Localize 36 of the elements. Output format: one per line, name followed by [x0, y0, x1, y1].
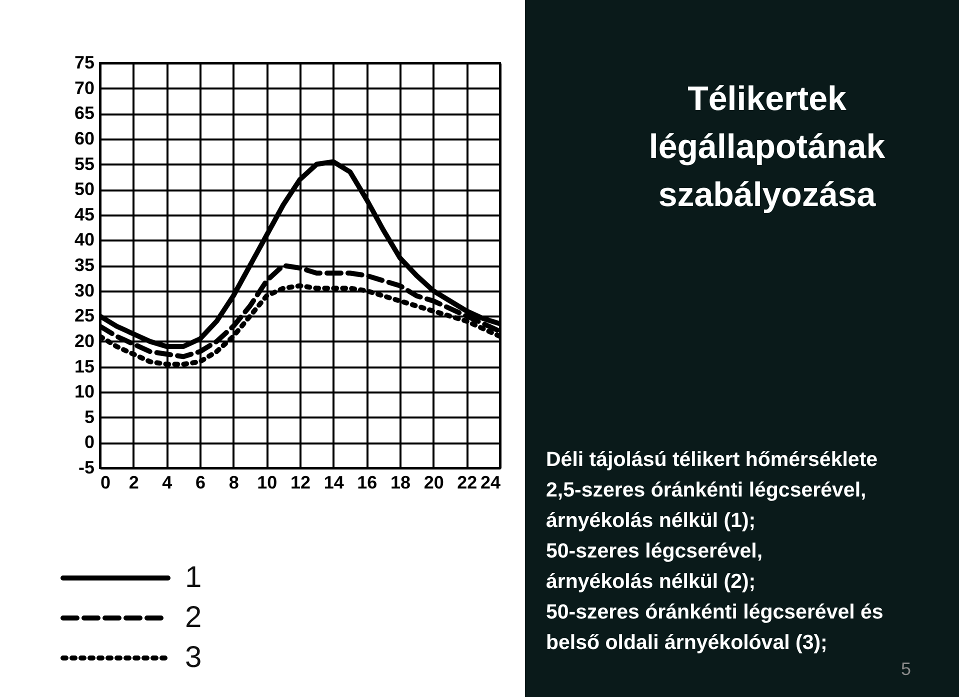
x-tick-label: 4	[162, 472, 172, 492]
text: Télikertek légállapotának szabályozása	[648, 80, 886, 214]
y-tick-label: 20	[74, 330, 94, 351]
legend-label: 2	[185, 601, 202, 634]
x-tick-label: 14	[324, 472, 344, 492]
y-tick-label: 55	[74, 154, 94, 174]
y-tick-label: 50	[74, 179, 94, 200]
y-tick-label: 60	[74, 128, 94, 148]
legend-label: 3	[185, 641, 202, 674]
x-tick-label: 18	[390, 472, 411, 492]
y-tick-label: -5	[78, 458, 94, 478]
y-tick-label: 75	[74, 52, 94, 72]
y-tick-label: 65	[74, 103, 94, 124]
y-tick-label: 40	[74, 230, 94, 250]
legend-label: 1	[185, 561, 202, 594]
x-tick-label: 6	[195, 472, 206, 492]
x-tick-label: 12	[290, 472, 311, 492]
y-tick-label: 15	[74, 356, 94, 376]
x-tick-label: 22	[457, 472, 478, 492]
x-tick-label: 16	[357, 472, 378, 492]
y-tick-label: 45	[74, 204, 94, 224]
y-tick-label: 10	[74, 382, 94, 402]
x-tick-label: 0	[100, 472, 111, 492]
x-tick-label: 20	[424, 472, 444, 492]
y-tick-label: 30	[74, 280, 94, 300]
x-tick-label: 10	[257, 472, 278, 492]
text: 5	[900, 659, 912, 679]
x-tick-label: 2	[128, 472, 139, 492]
y-tick-label: 25	[74, 306, 94, 326]
y-tick-label: 70	[74, 78, 94, 98]
y-tick-label: 5	[84, 406, 94, 427]
x-tick-label: 8	[228, 472, 239, 492]
x-tick-label: 24	[480, 472, 500, 492]
y-tick-label: 35	[74, 255, 94, 275]
text: Déli tájolású télikert hőmérséklete 2,5-szeres óránkénti légcserével, árnyékolás nélkül (1); 50-szeres légcserével, árnyékolás nélkül (2); 50-szeres óránkénti légcserével és belső oldali árnyékolóval (3);	[546, 448, 884, 654]
y-tick-label: 0	[84, 432, 94, 452]
